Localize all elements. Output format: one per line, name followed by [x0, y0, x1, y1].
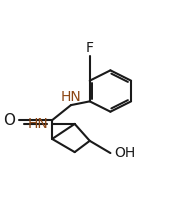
Text: HN: HN [28, 117, 48, 131]
Text: F: F [86, 41, 94, 55]
Text: HN: HN [61, 90, 81, 104]
Text: O: O [3, 113, 15, 128]
Text: OH: OH [114, 146, 135, 160]
